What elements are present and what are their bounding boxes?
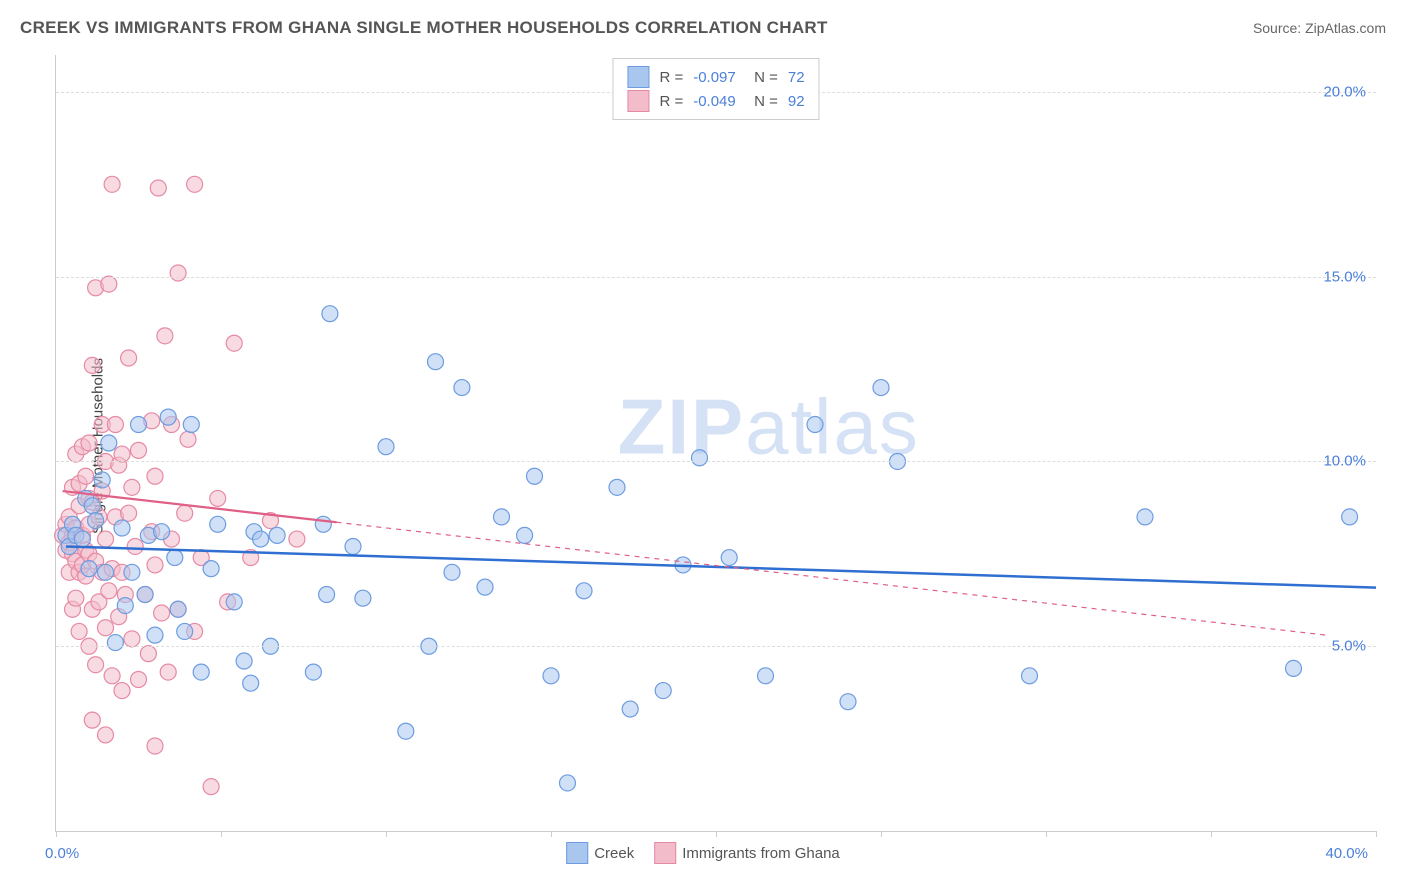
legend-swatch-creek [566, 842, 588, 864]
r-value-ghana: -0.049 [693, 93, 736, 110]
y-tick-label: 10.0% [1323, 453, 1366, 470]
n-value-ghana: 92 [788, 93, 805, 110]
y-tick-label: 20.0% [1323, 83, 1366, 100]
r-value-creek: -0.097 [693, 69, 736, 86]
swatch-ghana [627, 90, 649, 112]
plot-area: ZIPatlas R = -0.097 N = 72 R = -0.049 N … [55, 55, 1376, 832]
x-min-label: 0.0% [45, 845, 79, 862]
legend-label-creek: Creek [594, 845, 634, 862]
chart-title: CREEK VS IMMIGRANTS FROM GHANA SINGLE MO… [20, 18, 828, 38]
legend-item-creek: Creek [566, 842, 634, 864]
swatch-creek [627, 66, 649, 88]
series-legend: Creek Immigrants from Ghana [566, 842, 840, 864]
scatter-svg [56, 55, 1376, 831]
legend-swatch-ghana [654, 842, 676, 864]
n-value-creek: 72 [788, 69, 805, 86]
chart-source: Source: ZipAtlas.com [1253, 20, 1386, 36]
stats-legend: R = -0.097 N = 72 R = -0.049 N = 92 [612, 58, 819, 120]
stats-row-creek: R = -0.097 N = 72 [627, 66, 804, 88]
legend-item-ghana: Immigrants from Ghana [654, 842, 840, 864]
stats-row-ghana: R = -0.049 N = 92 [627, 90, 804, 112]
y-tick-label: 5.0% [1332, 638, 1366, 655]
x-max-label: 40.0% [1325, 845, 1368, 862]
legend-label-ghana: Immigrants from Ghana [682, 845, 840, 862]
y-tick-label: 15.0% [1323, 268, 1366, 285]
